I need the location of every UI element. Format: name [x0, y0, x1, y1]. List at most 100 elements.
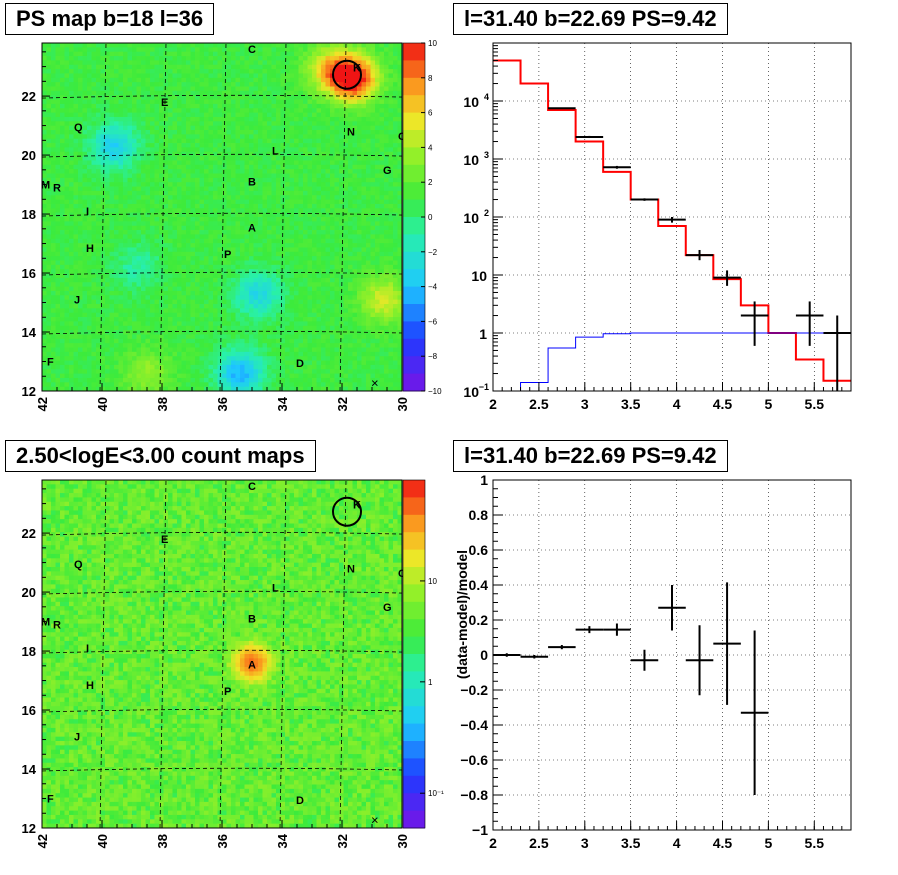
- source-circle: [332, 59, 362, 90]
- color-bar-bin: [403, 793, 425, 812]
- grid: [493, 480, 851, 830]
- residual-point: [740, 630, 769, 795]
- color-bar-bin: [403, 304, 425, 322]
- color-bar-bin: [403, 810, 425, 829]
- source-label-f: F: [47, 357, 54, 369]
- y-tick-label: 10: [463, 152, 479, 168]
- color-bar-bin: [403, 775, 425, 794]
- cross-marker: ×: [371, 376, 379, 391]
- x-axis: 42 40 38 36 34 32 30: [35, 820, 410, 848]
- cross-marker: ×: [371, 813, 379, 828]
- y-tick-label: −0.6: [460, 752, 488, 768]
- y-tick-label: 12: [22, 384, 36, 399]
- color-bar-bin: [403, 286, 425, 305]
- color-bar-tick-label: −2: [428, 248, 438, 257]
- color-bar-tick-label: 10: [428, 577, 437, 586]
- color-bar-bin: [403, 43, 425, 61]
- y-tick-label: −0.4: [460, 717, 488, 733]
- y-tick-label: 0: [480, 647, 488, 663]
- color-bar-tick-label: 1: [428, 678, 433, 687]
- x-tick-label: 2: [489, 396, 497, 412]
- x-tick-label: 30: [395, 397, 410, 411]
- y-tick-label: 0.8: [469, 507, 489, 523]
- color-bar-bin: [403, 706, 425, 725]
- data-point: [548, 107, 576, 110]
- y-tick-label: 1: [479, 326, 487, 342]
- color-bar-tick-label: −10: [428, 387, 442, 396]
- graticule-meridian: [219, 479, 227, 829]
- source-label-n: N: [347, 126, 355, 138]
- color-bar-tick-label: −6: [428, 317, 438, 326]
- color-bar-bin: [403, 514, 425, 533]
- y-tick-label: −1: [472, 822, 488, 838]
- graticule-meridian: [159, 42, 167, 392]
- y-tick-label-exponent: 3: [484, 150, 489, 160]
- y-tick-label: 20: [22, 585, 36, 600]
- data-point: [575, 135, 604, 139]
- source-label-o: O: [398, 568, 407, 580]
- y-tick-label: 22: [22, 526, 36, 541]
- color-bar-bin: [403, 269, 425, 288]
- color-bar-frame: [402, 479, 426, 829]
- x-tick-label: 38: [155, 834, 170, 848]
- source-label-r: R: [53, 620, 61, 632]
- source-label-c: C: [248, 481, 256, 493]
- color-bar-bin: [403, 199, 425, 218]
- color-bar-bin: [403, 619, 425, 638]
- source-label-a: A: [248, 222, 256, 234]
- source-label-l: L: [272, 146, 279, 158]
- color-bar-bin: [403, 636, 425, 655]
- y-tick-label: −0.2: [460, 682, 488, 698]
- x-tick-label: 40: [95, 397, 110, 411]
- color-bar-bin: [403, 338, 425, 357]
- y-tick-label: 10: [471, 268, 487, 284]
- y-tick-label: 0.2: [469, 612, 489, 628]
- y-tick-label: 10: [463, 384, 479, 400]
- source-label-j: J: [74, 295, 80, 307]
- residual-point: [603, 623, 631, 636]
- y-tick-label: 20: [22, 148, 36, 163]
- x-tick-label: 5: [764, 396, 772, 412]
- color-bar-bin: [403, 147, 425, 166]
- color-bar-tick-label: −4: [428, 283, 438, 292]
- x-tick-label: 40: [95, 834, 110, 848]
- y-tick-label: 18: [22, 644, 36, 659]
- source-label-n: N: [347, 563, 355, 575]
- x-tick-label: 3.5: [621, 835, 641, 851]
- x-tick-label: 4.5: [713, 835, 733, 851]
- color-bar-bin: [403, 671, 425, 690]
- source-label-f: F: [47, 794, 54, 806]
- color-bar-bin: [403, 112, 425, 131]
- color-bar-bin: [403, 601, 425, 620]
- y-tick-label-exponent: 2: [484, 208, 489, 218]
- color-bar-tick-label: 10: [428, 39, 437, 48]
- y-tick-label-exponent: 4: [484, 92, 489, 102]
- color-bar-bin: [403, 77, 425, 96]
- x-tick-label: 30: [395, 834, 410, 848]
- x-tick-label: 3: [581, 835, 589, 851]
- color-bar-tick-label: 2: [428, 178, 433, 187]
- source-label-k: K: [353, 500, 361, 512]
- source-label-m: M: [41, 180, 50, 192]
- y-tick-label: 14: [22, 325, 37, 340]
- data-point: [658, 217, 686, 223]
- x-tick-label: 5.5: [805, 835, 825, 851]
- y-axis: 12 14 16 18 20 22: [22, 51, 50, 399]
- graticule-meridian: [99, 42, 107, 392]
- source-label-l: L: [272, 583, 279, 595]
- color-bar-bin: [403, 217, 425, 235]
- x-tick-label: 5: [764, 835, 772, 851]
- panel-title-ps-map: PS map b=18 l=36: [5, 3, 215, 35]
- graticule-meridian: [159, 479, 167, 829]
- source-label-h: H: [86, 243, 94, 255]
- residual-point: [685, 625, 714, 696]
- y-tick-label: 10: [463, 94, 479, 110]
- data-point: [795, 301, 824, 346]
- color-bar-bin: [403, 182, 425, 201]
- color-bar-bin: [403, 741, 425, 759]
- graticule-meridian: [279, 42, 287, 392]
- source-label-b: B: [248, 177, 256, 189]
- color-bar-tick-label: 4: [428, 143, 433, 152]
